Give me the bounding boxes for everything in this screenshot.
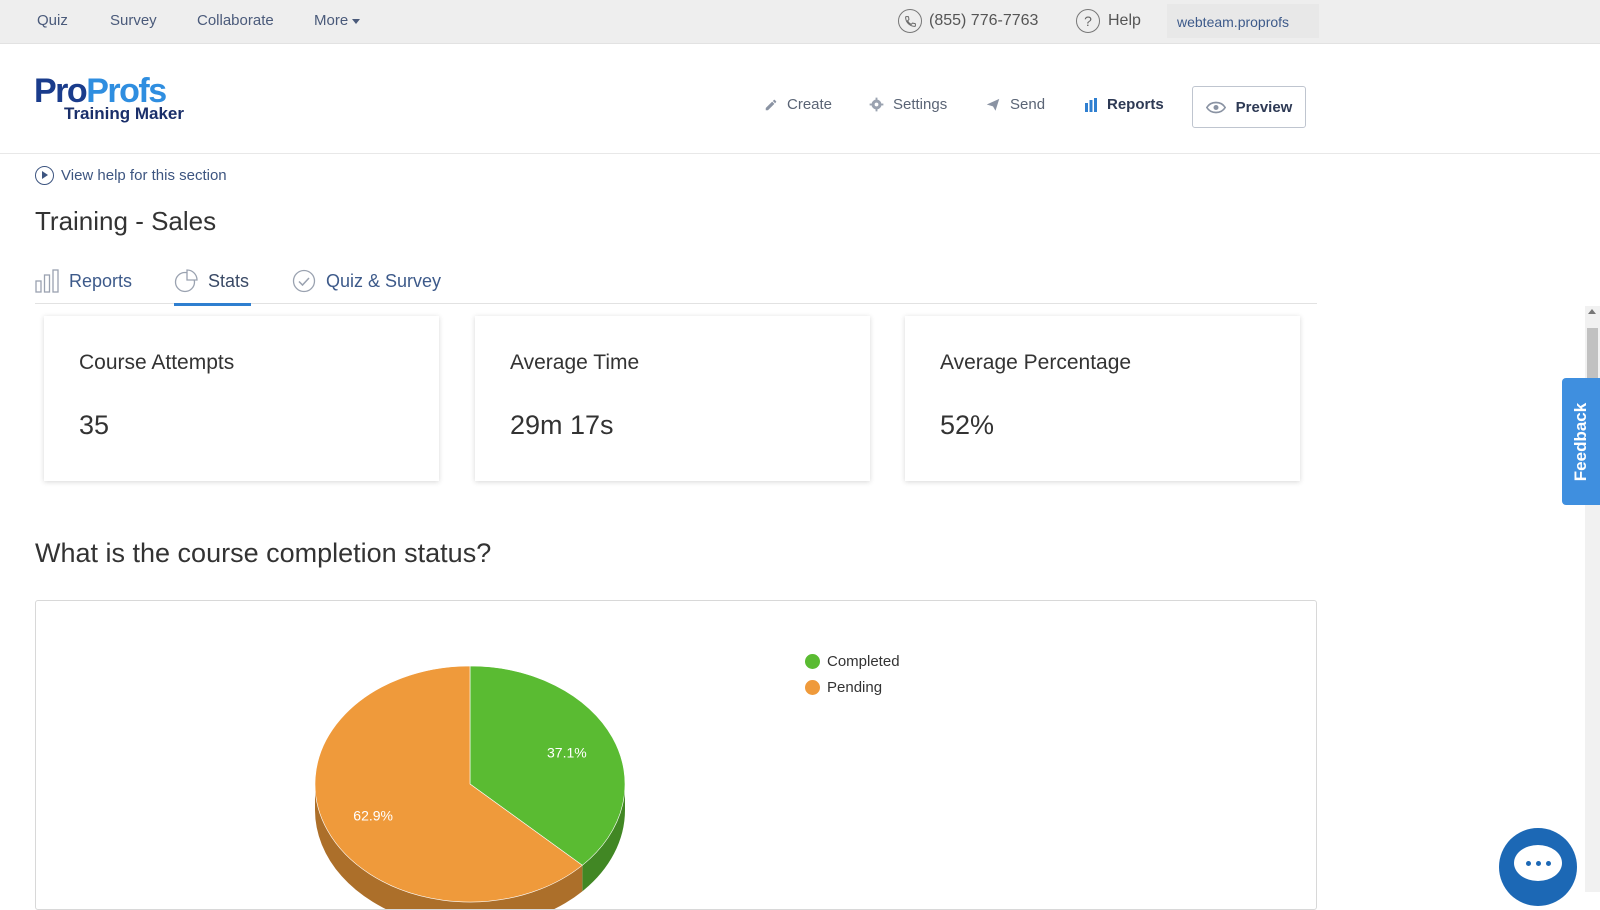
pencil-icon <box>765 99 777 110</box>
tab-reports[interactable]: Reports <box>35 258 132 304</box>
chat-launcher-button[interactable] <box>1499 828 1577 906</box>
scroll-up-arrow-icon[interactable] <box>1588 309 1596 314</box>
tab-stats[interactable]: Stats <box>174 258 252 306</box>
chat-bubble-icon <box>1514 845 1562 881</box>
preview-label: Preview <box>1235 98 1293 116</box>
phone-number[interactable]: (855) 776-7763 <box>898 9 1038 33</box>
stat-value: 29m 17s <box>510 410 614 440</box>
view-help-link[interactable]: View help for this section <box>35 166 227 185</box>
tab-reports-label: Reports <box>69 270 133 291</box>
bar-chart-outline-icon <box>35 269 59 293</box>
legend-marker <box>805 680 820 695</box>
pie-slice-completed[interactable] <box>469 665 626 866</box>
completion-status-heading: What is the course completion status? <box>35 538 492 568</box>
feedback-label: Feedback <box>1571 402 1590 481</box>
nav-reports[interactable]: Reports <box>1084 96 1164 113</box>
completion-pie-chart: 37.1% 62.9% <box>314 665 626 909</box>
phone-number-text: (855) 776-7763 <box>929 12 1039 29</box>
stat-label: Average Percentage <box>940 351 1132 374</box>
paper-plane-icon <box>986 98 1000 111</box>
nav-create-label: Create <box>787 96 833 113</box>
pie-side-completed <box>582 784 625 892</box>
nav-send[interactable]: Send <box>985 96 1045 113</box>
help-label: Help <box>1108 12 1141 29</box>
help-link[interactable]: ? Help <box>1076 9 1141 33</box>
logo-subtitle: Training Maker <box>64 104 184 123</box>
account-name: webteam.proprofs <box>1177 14 1290 30</box>
proprofs-logo[interactable]: ProProfs Training Maker <box>34 74 184 124</box>
chart-legend: Completed Pending <box>805 653 900 705</box>
legend-item-pending[interactable]: Pending <box>805 679 900 696</box>
nav-create[interactable]: Create <box>764 96 832 113</box>
legend-label: Completed <box>827 653 900 670</box>
nav-settings[interactable]: Settings <box>869 96 947 113</box>
eye-icon <box>1205 101 1226 113</box>
nav-send-label: Send <box>1010 96 1046 113</box>
report-tabs: Reports Stats Quiz & Survey <box>35 258 1317 306</box>
caret-down-icon <box>352 18 361 24</box>
gear-icon <box>869 97 884 112</box>
question-mark-icon: ? <box>1076 9 1100 33</box>
stat-value: 52% <box>940 410 995 440</box>
phone-icon <box>898 9 922 33</box>
bar-chart-icon <box>1085 97 1097 112</box>
play-circle-icon <box>35 166 54 185</box>
page-title: Training - Sales <box>35 206 217 236</box>
check-circle-icon <box>292 269 316 293</box>
stat-card-average-time: Average Time 29m 17s <box>475 316 870 481</box>
topnav-survey[interactable]: Survey <box>110 12 157 29</box>
stat-card-average-percentage: Average Percentage 52% <box>905 316 1300 481</box>
tab-quiz-survey-label: Quiz & Survey <box>326 270 442 291</box>
completion-chart-panel: 37.1% 62.9% Completed Pending <box>35 600 1317 910</box>
topnav-more-label: More <box>314 12 349 29</box>
nav-reports-label: Reports <box>1107 96 1164 113</box>
stat-label: Course Attempts <box>79 351 235 374</box>
pie-data-label-pending: 62.9% <box>353 808 393 824</box>
pie-data-label-completed: 37.1% <box>547 744 587 760</box>
account-menu[interactable]: webteam.proprofs <box>1167 4 1319 38</box>
main-header: ProProfs Training Maker Create Settings … <box>0 44 1600 154</box>
stat-card-course-attempts: Course Attempts 35 <box>44 316 439 481</box>
pie-chart-icon <box>174 269 198 293</box>
tab-stats-label: Stats <box>208 270 250 291</box>
logo-pro: Pro <box>34 72 88 110</box>
top-utility-bar: Quiz Survey Collaborate More (855) 776-7… <box>0 0 1600 44</box>
stat-value: 35 <box>79 410 110 440</box>
topnav-more[interactable]: More <box>314 12 361 29</box>
nav-settings-label: Settings <box>893 96 948 113</box>
view-help-label: View help for this section <box>61 167 227 184</box>
feedback-tab[interactable]: Feedback <box>1562 378 1600 505</box>
legend-item-completed[interactable]: Completed <box>805 653 900 670</box>
logo-profs: Profs <box>86 72 167 110</box>
legend-label: Pending <box>827 679 883 696</box>
legend-marker <box>805 654 820 669</box>
preview-button[interactable]: Preview <box>1192 86 1306 128</box>
stat-label: Average Time <box>510 351 640 374</box>
scrollbar-thumb[interactable] <box>1587 328 1598 378</box>
topnav-quiz[interactable]: Quiz <box>37 12 68 29</box>
topnav-collaborate[interactable]: Collaborate <box>197 12 274 29</box>
tab-quiz-survey[interactable]: Quiz & Survey <box>292 258 441 304</box>
